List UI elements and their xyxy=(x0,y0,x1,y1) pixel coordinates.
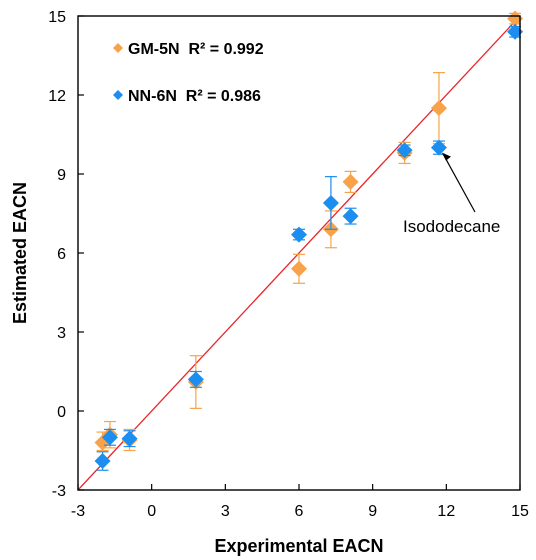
parity-line xyxy=(78,16,520,490)
x-tick-label: 9 xyxy=(368,503,377,520)
data-point xyxy=(291,226,307,243)
y-tick-label: -3 xyxy=(52,483,66,500)
data-point xyxy=(430,100,447,117)
data-point xyxy=(291,260,307,277)
y-tick-label: 3 xyxy=(57,325,66,342)
x-tick-label: 12 xyxy=(437,503,455,520)
y-axis-title: Estimated EACN xyxy=(10,182,30,324)
data-point xyxy=(342,208,359,225)
data-point xyxy=(121,430,138,447)
annotation-label: Isododecane xyxy=(403,217,500,236)
data-point xyxy=(507,10,524,27)
legend-marker xyxy=(113,90,123,100)
data-marks xyxy=(94,10,524,471)
y-tick-label: 6 xyxy=(57,246,66,263)
y-tick-label: 15 xyxy=(48,9,66,26)
x-tick-label: 3 xyxy=(221,503,230,520)
x-tick-label: 6 xyxy=(295,503,304,520)
annotations: Isododecane xyxy=(403,152,500,236)
legend-label: NN-6N R² = 0.986 xyxy=(128,88,261,105)
annotation-pointer xyxy=(442,153,476,213)
plot-area xyxy=(78,16,520,490)
data-point xyxy=(187,371,204,388)
axes: -3 0 3 6 9 12 15 -3 0 3 6 9 12 15 xyxy=(48,9,529,520)
x-axis-title: Experimental EACN xyxy=(214,536,383,556)
x-tick-label: 0 xyxy=(147,503,156,520)
data-point xyxy=(101,429,118,446)
y-tick-label: 12 xyxy=(48,88,66,105)
legend-marker xyxy=(113,43,123,53)
data-point xyxy=(396,142,413,159)
data-point xyxy=(322,194,339,211)
legend-label: GM-5N R² = 0.992 xyxy=(128,41,264,58)
data-point xyxy=(342,173,359,190)
legend: GM-5N R² = 0.992 NN-6N R² = 0.986 xyxy=(113,41,264,105)
series-1 xyxy=(94,10,524,452)
data-point xyxy=(430,139,447,156)
x-tick-label: 15 xyxy=(511,503,529,520)
data-point xyxy=(94,453,111,470)
y-tick-label: 0 xyxy=(57,404,66,421)
data-point xyxy=(507,23,524,40)
annotation-arrowhead xyxy=(441,152,451,161)
x-tick-label: -3 xyxy=(71,503,85,520)
y-tick-label: 9 xyxy=(57,167,66,184)
